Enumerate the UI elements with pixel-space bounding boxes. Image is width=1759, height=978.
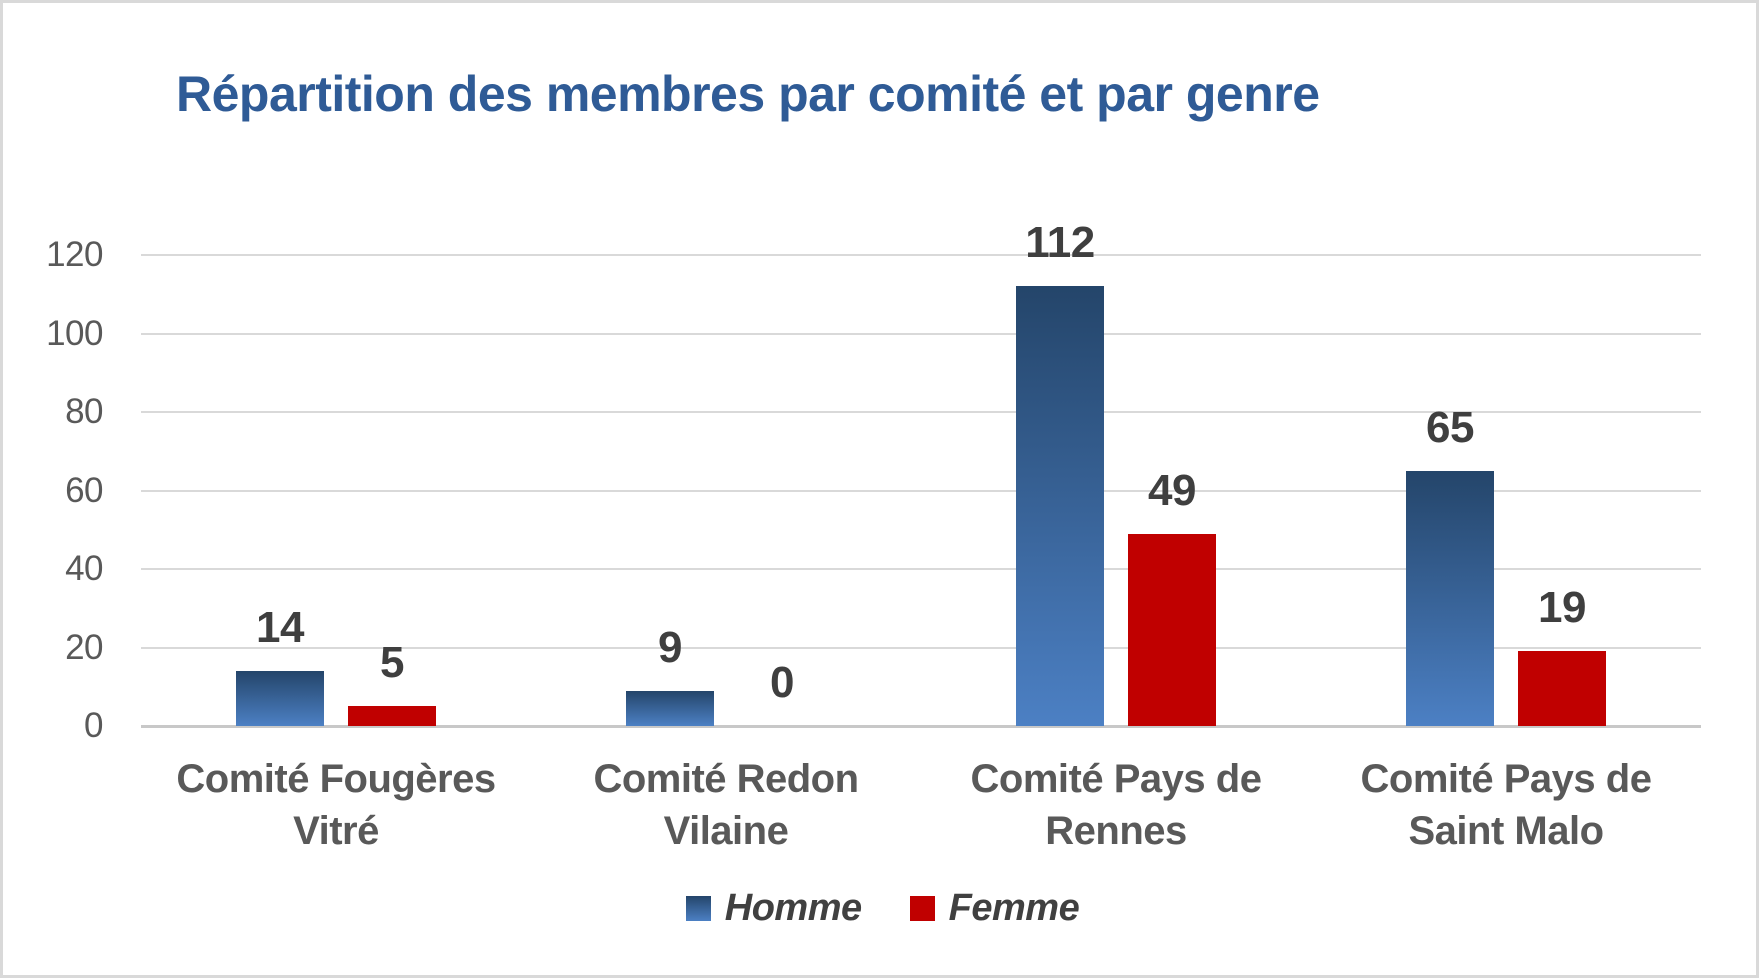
y-tick-label: 120 [46, 235, 103, 274]
gridline [141, 489, 1701, 492]
category-label: Comité Fougères Vitré [176, 757, 496, 853]
legend-label: Femme [948, 887, 1080, 929]
bar-femme-3 [1518, 651, 1606, 726]
y-tick-label: 40 [65, 549, 103, 588]
y-tick-label: 20 [65, 627, 103, 667]
y-tick-label: 0 [84, 706, 103, 745]
legend: Homme Femme [3, 887, 1756, 930]
gridline [141, 568, 1701, 570]
bar-femme-0 [348, 706, 436, 726]
gridline [141, 254, 1701, 256]
data-label: 5 [380, 638, 404, 687]
legend-swatch-femme-icon [909, 896, 935, 921]
category-label: Comité Pays de Rennes [970, 757, 1262, 853]
bar-homme-1 [626, 691, 714, 726]
legend-label: Homme [724, 887, 862, 929]
data-label: 65 [1426, 403, 1474, 452]
bar-femme-2 [1128, 534, 1216, 726]
data-label: 0 [770, 658, 794, 707]
legend-item-homme: Homme [685, 887, 862, 930]
y-tick-label: 80 [65, 392, 103, 431]
data-label: 49 [1148, 466, 1196, 515]
data-label: 9 [658, 623, 682, 672]
category-label: Comité Pays de Saint Malo [1360, 757, 1652, 853]
bar-homme-0 [236, 671, 324, 726]
category-label: Comité Redon Vilaine [593, 757, 859, 853]
data-label: 19 [1538, 583, 1586, 632]
gridline [141, 332, 1701, 335]
data-label: 112 [1025, 218, 1095, 267]
data-label: 14 [256, 603, 304, 652]
x-axis-line [141, 725, 1701, 728]
chart-title: Répartition des membres par comité et pa… [176, 66, 1320, 122]
gridline [141, 411, 1701, 413]
y-tick-label: 100 [46, 313, 103, 353]
bar-homme-2 [1016, 286, 1104, 726]
legend-item-femme: Femme [909, 887, 1080, 930]
bar-homme-3 [1406, 471, 1494, 726]
gridline [141, 646, 1701, 649]
y-tick-label: 60 [65, 470, 103, 510]
legend-swatch-homme-icon [685, 896, 711, 921]
